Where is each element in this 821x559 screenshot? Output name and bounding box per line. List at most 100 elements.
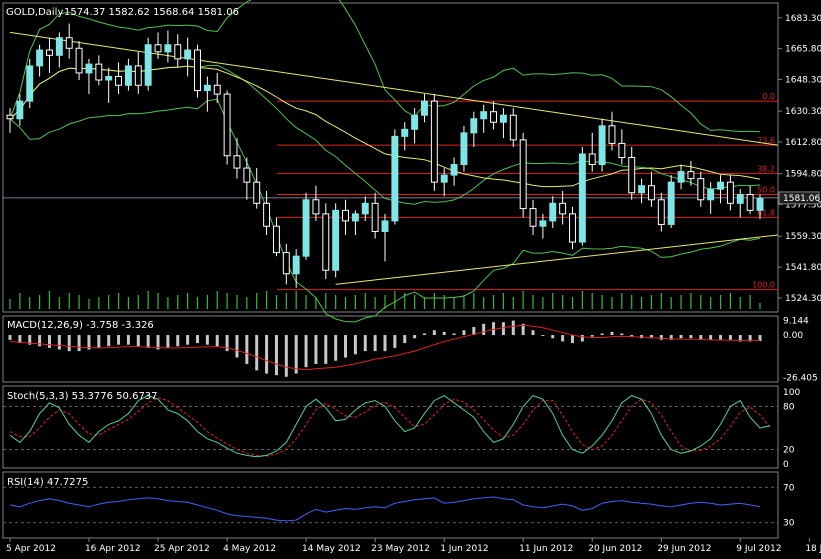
macd-histogram-bar <box>630 335 634 337</box>
bear-candle <box>272 225 280 254</box>
macd-axis-label: 9.144 <box>783 316 809 326</box>
date-axis-label: 9 Jul 2012 <box>736 544 781 554</box>
bull-candle <box>361 202 369 215</box>
macd-histogram-bar <box>186 335 190 345</box>
bull-candle <box>85 63 93 74</box>
price-series: 0.0 23.6 38.2 50.0 61.8 100.0 <box>3 0 779 323</box>
date-axis-label: 4 May 2012 <box>223 544 276 554</box>
macd-histogram-bar <box>709 335 713 340</box>
macd-histogram-bar <box>472 327 476 336</box>
date-axis-label: 16 Apr 2012 <box>85 544 141 554</box>
macd-histogram-bar <box>8 335 12 340</box>
macd-histogram-bar <box>580 335 584 342</box>
ohlc-header: 1574.37 1582.62 1568.64 1581.06 <box>64 7 239 18</box>
date-axis-label: 14 May 2012 <box>302 544 361 554</box>
fibo-level-label: 50.0 <box>757 185 775 194</box>
price-axis-label: 1630.30 <box>785 107 821 117</box>
bear-candle <box>342 209 349 222</box>
macd-histogram-bar <box>284 335 288 377</box>
price-axis-label: 1524.30 <box>785 294 821 304</box>
bull-candle <box>499 114 507 123</box>
macd-histogram-bar <box>245 335 249 364</box>
macd-histogram-bar <box>77 335 81 352</box>
macd-histogram-bar <box>669 335 673 340</box>
bull-candle <box>16 100 24 120</box>
macd-signal-line <box>9 324 760 371</box>
bull-candle <box>707 188 715 201</box>
bull-candle <box>756 197 764 211</box>
bear-candle <box>46 49 53 56</box>
bear-candle <box>194 49 201 92</box>
macd-axis-label: -26.405 <box>783 373 818 383</box>
macd-histogram-bar <box>314 335 318 364</box>
bull-candle <box>302 199 310 257</box>
macd-panel-frame <box>2 315 779 383</box>
bull-candle <box>539 220 547 227</box>
stoch-main-line <box>9 395 771 458</box>
macd-histogram-bar <box>136 335 140 347</box>
macd-histogram-bar <box>373 335 377 352</box>
macd-histogram-bar <box>492 322 496 336</box>
macd-histogram-bar <box>738 335 742 342</box>
date-axis-label: 20 Jun 2012 <box>588 544 642 554</box>
bear-candle <box>65 37 73 49</box>
bull-candle <box>332 209 340 271</box>
rsi-title: RSI(14) 47.7275 <box>7 477 88 488</box>
rsi-series <box>3 486 778 524</box>
macd-histogram-bar <box>176 335 180 347</box>
bear-candle <box>282 252 290 275</box>
bull-candle <box>184 49 192 60</box>
macd-histogram-bar <box>383 335 387 352</box>
macd-histogram-bar <box>38 335 42 347</box>
bear-candle <box>697 178 705 201</box>
macd-histogram-bar <box>422 333 426 336</box>
bull-candle <box>421 100 428 116</box>
macd-histogram-bar <box>521 323 525 336</box>
rsi-axis-label: 70 <box>783 483 795 493</box>
current-price-label: 1581.06 <box>783 194 820 204</box>
bear-candle <box>134 65 142 86</box>
macd-histogram-bar <box>452 333 456 336</box>
macd-histogram-bar <box>699 335 703 340</box>
bear-candle <box>608 125 616 144</box>
bull-candle <box>391 135 399 222</box>
bear-candle <box>647 185 655 201</box>
macd-series <box>8 320 762 377</box>
fibo-level-label: 23.6 <box>757 136 775 145</box>
macd-histogram-bar <box>215 335 219 347</box>
macd-histogram-bar <box>600 333 604 336</box>
bull-candle <box>736 193 744 204</box>
rsi-panel-frame <box>2 471 779 539</box>
price-axis-label: 1594.80 <box>785 170 821 180</box>
bull-candle <box>638 185 646 194</box>
price-axis-label: 1577.30 <box>785 201 821 211</box>
current-price-tag <box>778 191 820 205</box>
macd-histogram-bar <box>67 335 71 352</box>
bull-candle <box>164 44 172 53</box>
macd-histogram-bar <box>659 335 663 340</box>
bull-candle <box>26 65 34 102</box>
bull-candle <box>578 153 586 243</box>
bear-candle <box>657 199 665 225</box>
macd-histogram-bar <box>610 331 614 336</box>
fibo-level-label: 38.2 <box>757 164 775 173</box>
price-axis-label: 1683.30 <box>785 14 821 24</box>
macd-histogram-bar <box>47 335 51 348</box>
bear-candle <box>687 171 695 180</box>
macd-histogram-bar <box>728 335 732 340</box>
bear-candle <box>223 93 231 157</box>
bear-candle <box>529 208 537 227</box>
bull-candle <box>667 181 675 225</box>
bear-candle <box>115 75 123 86</box>
macd-histogram-bar <box>166 335 170 348</box>
macd-histogram-bar <box>551 335 555 339</box>
bull-candle <box>124 65 132 86</box>
bull-candle <box>480 111 488 120</box>
bear-candle <box>509 114 517 141</box>
bear-candle <box>154 44 162 53</box>
macd-histogram-bar <box>304 335 308 368</box>
bull-candle <box>598 125 606 166</box>
macd-histogram-bar <box>432 330 436 336</box>
bull-candle <box>203 84 211 92</box>
resistance-trendline <box>9 31 779 146</box>
